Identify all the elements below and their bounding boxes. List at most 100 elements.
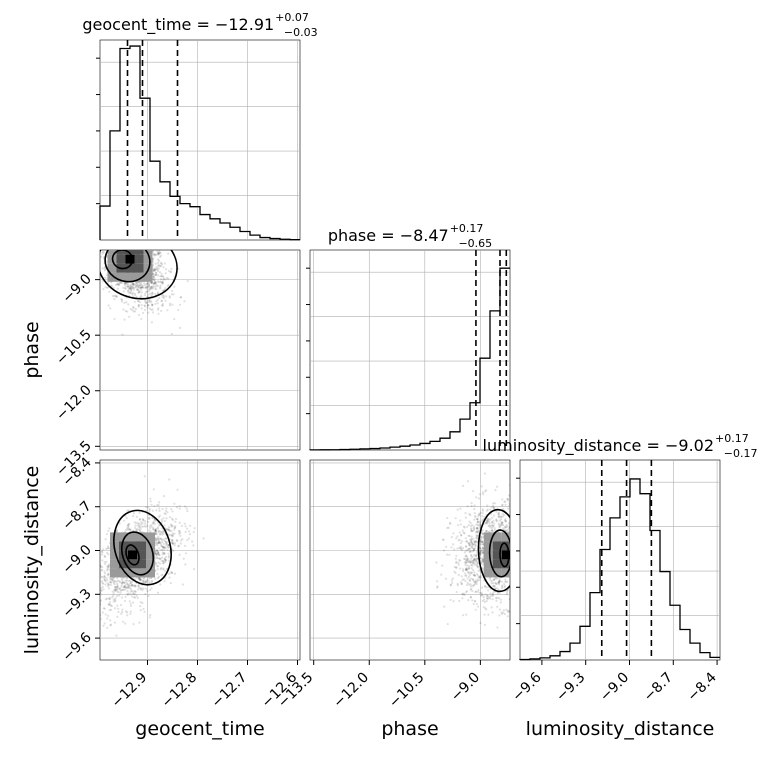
- sample-point: [151, 286, 154, 289]
- sample-point: [124, 287, 127, 290]
- sample-point: [161, 282, 164, 285]
- sample-point: [515, 560, 517, 562]
- sample-point: [101, 280, 104, 283]
- sample-point: [171, 571, 174, 575]
- sample-point: [466, 559, 469, 562]
- sample-point: [103, 575, 107, 578]
- sample-point: [70, 630, 72, 632]
- sample-point: [117, 610, 120, 614]
- density-cell: [137, 559, 146, 569]
- sample-point: [470, 567, 473, 570]
- sample-point: [96, 617, 98, 619]
- density-geocent-time-luminosity-distance: [70, 460, 300, 660]
- sample-point: [139, 242, 141, 244]
- sample-point: [164, 555, 168, 558]
- sample-point: [134, 590, 137, 593]
- sample-point: [506, 498, 509, 501]
- sample-point: [139, 245, 141, 247]
- sample-point: [151, 304, 154, 307]
- hist-step-line: [99, 45, 300, 241]
- sample-point: [470, 528, 473, 531]
- sample-point: [70, 213, 72, 215]
- sample-point: [515, 568, 517, 570]
- sample-point: [475, 527, 479, 530]
- sample-point: [465, 568, 468, 571]
- sample-point: [517, 524, 519, 526]
- sample-point: [128, 315, 131, 318]
- sample-point: [444, 577, 448, 580]
- sample-point: [113, 580, 116, 583]
- sample-point: [469, 538, 472, 541]
- sample-point: [455, 537, 458, 540]
- sample-point: [167, 552, 170, 555]
- sample-point: [500, 522, 503, 525]
- sample-point: [129, 528, 132, 531]
- sample-point: [136, 248, 138, 250]
- sample-point: [461, 578, 464, 581]
- sample-point: [123, 519, 126, 522]
- sample-point: [148, 516, 151, 519]
- sample-point: [167, 528, 170, 531]
- sample-point: [101, 550, 104, 554]
- sample-point: [476, 562, 479, 565]
- panel-geocent-time-vs-phase: [70, 213, 301, 451]
- sample-point: [154, 529, 157, 532]
- sample-point: [138, 301, 142, 304]
- sample-point: [128, 287, 131, 290]
- sample-point: [492, 506, 495, 509]
- sample-point: [100, 538, 101, 541]
- density-cell: [107, 250, 117, 255]
- sample-point: [486, 521, 489, 524]
- sample-point: [111, 579, 114, 582]
- sample-point: [103, 578, 106, 581]
- sample-point: [105, 245, 107, 247]
- sample-point: [147, 594, 150, 598]
- sample-point: [109, 623, 113, 626]
- sample-point: [129, 286, 132, 290]
- sample-point: [510, 556, 512, 558]
- sample-point: [121, 245, 123, 247]
- sample-point: [497, 511, 500, 514]
- sample-point: [146, 282, 149, 285]
- sample-point: [122, 581, 125, 585]
- sample-point: [443, 549, 446, 552]
- sample-point: [142, 607, 145, 611]
- sample-point: [476, 517, 479, 521]
- sample-point: [95, 256, 97, 258]
- sample-point: [142, 311, 145, 315]
- sample-point: [118, 594, 121, 597]
- sample-point: [157, 535, 160, 538]
- sample-point: [83, 615, 85, 617]
- sample-point: [88, 244, 90, 246]
- sample-point: [142, 579, 145, 582]
- sample-point: [150, 580, 153, 583]
- sample-point: [480, 537, 483, 540]
- sample-point: [469, 577, 472, 580]
- sample-point: [166, 276, 169, 280]
- sample-point: [513, 558, 515, 560]
- sample-point: [470, 541, 474, 544]
- sample-point: [476, 518, 479, 521]
- sample-point: [158, 271, 162, 274]
- sample-point: [504, 580, 507, 583]
- sample-point: [502, 527, 505, 530]
- sample-point: [140, 317, 143, 321]
- sample-point: [512, 538, 514, 540]
- sample-point: [156, 591, 160, 594]
- sample-point: [475, 582, 478, 586]
- sample-point: [515, 570, 517, 572]
- sample-point: [128, 600, 131, 603]
- sample-point: [123, 248, 125, 250]
- sample-point: [126, 592, 129, 595]
- sample-point: [136, 588, 140, 591]
- sample-point: [160, 548, 163, 552]
- sample-point: [129, 588, 133, 591]
- sample-point: [91, 587, 93, 589]
- sample-point: [478, 578, 481, 582]
- sample-point: [463, 561, 466, 564]
- sample-point: [120, 245, 122, 247]
- sample-point: [112, 240, 114, 242]
- x-tick-label: −12.7: [209, 670, 251, 712]
- sample-point: [510, 562, 512, 564]
- sample-point: [112, 592, 115, 595]
